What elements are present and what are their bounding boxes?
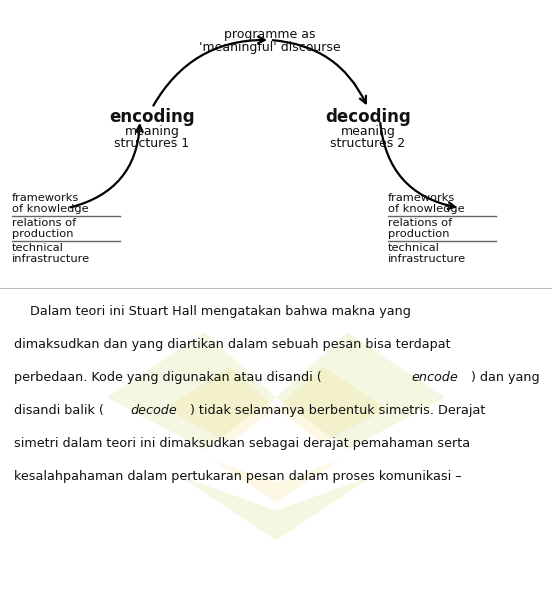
Polygon shape	[276, 366, 386, 443]
Text: structures 1: structures 1	[114, 137, 189, 150]
Text: structures 2: structures 2	[331, 137, 406, 150]
Text: ) dan yang: ) dan yang	[471, 371, 540, 384]
Text: of knowledge: of knowledge	[388, 204, 465, 214]
Polygon shape	[107, 333, 276, 449]
FancyArrowPatch shape	[380, 123, 455, 209]
Text: frameworks: frameworks	[388, 193, 455, 203]
Text: infrastructure: infrastructure	[12, 254, 90, 264]
Text: decoding: decoding	[325, 108, 411, 126]
FancyArrowPatch shape	[71, 125, 143, 207]
Text: dimaksudkan dan yang diartikan dalam sebuah pesan bisa terdapat: dimaksudkan dan yang diartikan dalam seb…	[14, 338, 450, 351]
Text: infrastructure: infrastructure	[388, 254, 466, 264]
FancyArrowPatch shape	[153, 37, 265, 105]
Text: encode: encode	[411, 371, 458, 384]
Text: Dalam teori ini Stuart Hall mengatakan bahwa makna yang: Dalam teori ini Stuart Hall mengatakan b…	[14, 305, 411, 318]
Text: perbedaan. Kode yang digunakan atau disandi (: perbedaan. Kode yang digunakan atau disa…	[14, 371, 322, 384]
Text: decode: decode	[130, 404, 177, 417]
Polygon shape	[213, 460, 339, 502]
Text: technical: technical	[12, 243, 64, 253]
Text: ) tidak selamanya berbentuk simetris. Derajat: ) tidak selamanya berbentuk simetris. De…	[190, 404, 486, 417]
Text: meaning: meaning	[341, 125, 395, 138]
Text: production: production	[388, 229, 449, 239]
Text: 'meaningful' discourse: 'meaningful' discourse	[199, 41, 341, 54]
Text: meaning: meaning	[125, 125, 179, 138]
Text: relations of: relations of	[388, 218, 452, 228]
FancyArrowPatch shape	[273, 40, 366, 103]
Text: encoding: encoding	[109, 108, 195, 126]
Text: simetri dalam teori ini dimaksudkan sebagai derajat pemahaman serta: simetri dalam teori ini dimaksudkan seba…	[14, 437, 470, 450]
Text: programme as: programme as	[224, 28, 316, 41]
Text: kesalahpahaman dalam pertukaran pesan dalam proses komunikasi –: kesalahpahaman dalam pertukaran pesan da…	[14, 470, 461, 483]
Text: technical: technical	[388, 243, 440, 253]
Text: of knowledge: of knowledge	[12, 204, 89, 214]
Text: production: production	[12, 229, 73, 239]
Text: disandi balik (: disandi balik (	[14, 404, 104, 417]
Polygon shape	[166, 366, 276, 443]
Polygon shape	[276, 333, 445, 449]
Text: relations of: relations of	[12, 218, 76, 228]
Text: frameworks: frameworks	[12, 193, 79, 203]
Polygon shape	[178, 475, 374, 541]
